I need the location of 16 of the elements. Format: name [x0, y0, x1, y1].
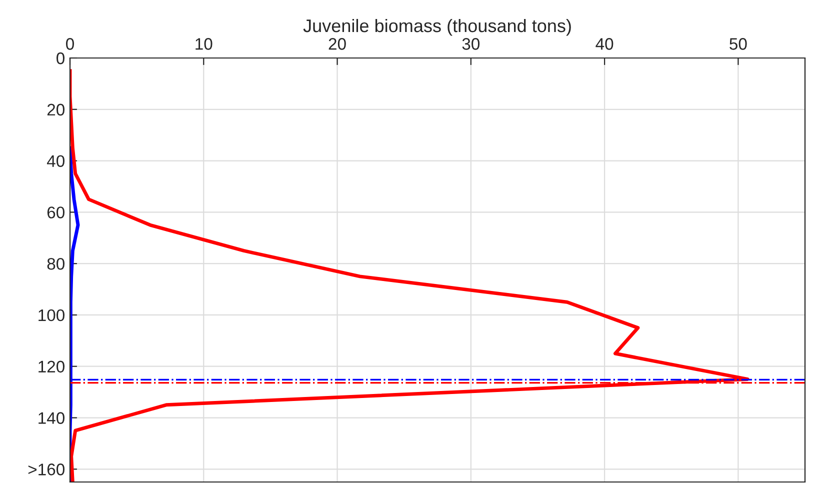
y-tick-label: 0	[56, 52, 64, 64]
x-tick-label: 50	[730, 38, 747, 50]
y-tick-label: 120	[38, 360, 64, 373]
x-tick-label: 30	[462, 38, 480, 50]
y-tick-label: 20	[47, 104, 64, 116]
x-tick-label: 10	[196, 38, 212, 50]
x-tick-label: 0	[66, 38, 74, 50]
y-tick-label: 60	[47, 206, 64, 218]
x-tick-label: 40	[596, 38, 614, 50]
y-tick-label: 40	[46, 155, 64, 167]
y-tick-label: >160	[28, 464, 64, 476]
x-tick-label: 20	[328, 38, 346, 50]
y-tick-label: 140	[38, 412, 64, 424]
x-axis-title: Juvenile biomass (thousand tons)	[303, 18, 571, 36]
y-tick-label: 100	[38, 309, 64, 322]
y-tick-label: 80	[47, 258, 64, 270]
